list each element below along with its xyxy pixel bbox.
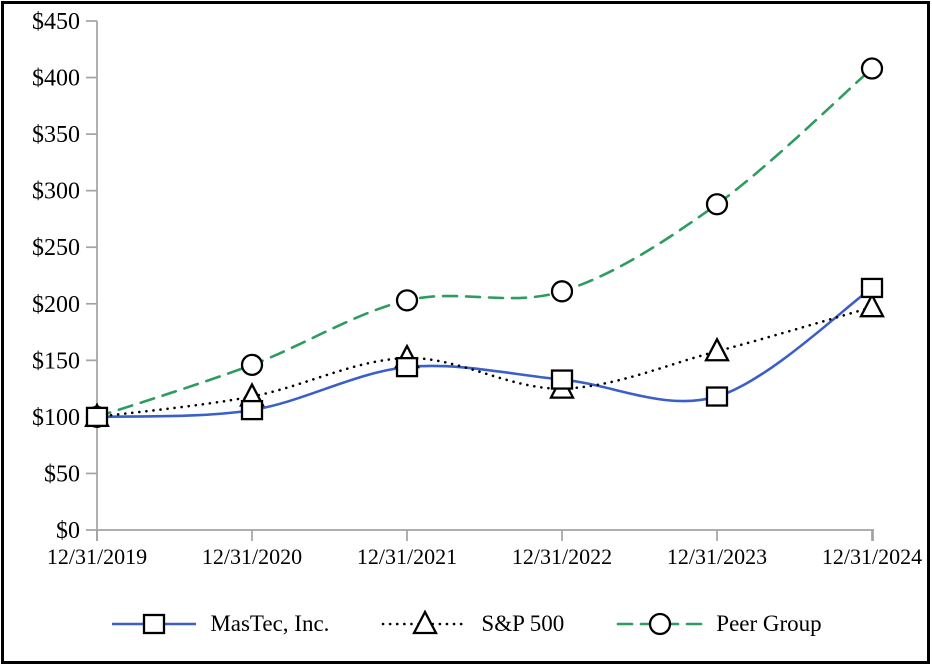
y-axis-tick-label: $250: [32, 235, 80, 261]
y-axis-tick-label: $0: [56, 518, 80, 544]
x-axis-tick-label: 12/31/2019: [47, 544, 147, 569]
y-axis-tick-label: $100: [32, 405, 80, 431]
data-point-marker-circle: [240, 353, 264, 377]
legend-label-mastec: MasTec, Inc.: [210, 611, 330, 636]
legend-sample-peer-group-line-icon: [616, 612, 704, 636]
series-line-s-p-500: [95, 305, 874, 419]
y-axis-tick-label: $450: [32, 9, 80, 35]
data-point-marker-square: [240, 399, 264, 421]
legend-item-mastec: MasTec, Inc.: [110, 607, 329, 641]
data-point-marker-circle: [860, 57, 884, 80]
chart-legend: MasTec, Inc. S&P 500 Peer Group: [0, 598, 932, 650]
x-axis-tick-label: 12/31/2021: [357, 544, 457, 569]
data-point-marker-square: [85, 406, 109, 428]
y-axis-tick-label: $350: [32, 122, 80, 148]
y-axis-tick-label: $400: [32, 66, 80, 92]
legend-item-sp500: S&P 500: [381, 607, 564, 641]
data-point-marker-square: [860, 277, 884, 299]
x-axis-tick-label: 12/31/2024: [822, 544, 922, 569]
data-point-marker-triangle: [859, 292, 885, 318]
data-point-marker-square: [395, 356, 419, 378]
data-point-marker-circle: [649, 612, 672, 636]
data-point-marker-circle: [705, 193, 729, 216]
x-axis-tick-label: 12/31/2023: [667, 544, 767, 569]
legend-sample-mastec-line-icon: [112, 613, 197, 635]
data-point-marker-square: [143, 613, 166, 635]
y-axis-tick-label: $300: [32, 179, 80, 205]
data-point-marker-square: [550, 369, 574, 390]
data-point-marker-triangle: [704, 336, 730, 362]
legend-label-sp500: S&P 500: [481, 611, 565, 636]
legend-label-peer-group: Peer Group: [716, 611, 822, 636]
data-point-marker-triangle: [412, 609, 439, 635]
data-point-marker-circle: [395, 289, 419, 312]
x-axis-tick-label: 12/31/2022: [512, 544, 612, 569]
legend-sample-sp500-line-icon: [382, 609, 469, 635]
series-line-peer-group: [95, 67, 874, 419]
y-axis-tick-label: $150: [32, 348, 80, 374]
legend-item-peer-group: Peer Group: [616, 607, 822, 641]
series-line-mastec-inc-: [96, 286, 873, 419]
x-axis-tick-label: 12/31/2020: [202, 544, 302, 569]
y-axis-tick-label: $50: [44, 461, 80, 487]
data-point-marker-circle: [550, 280, 574, 303]
data-point-marker-square: [705, 386, 729, 407]
y-axis-tick-label: $200: [32, 292, 80, 318]
